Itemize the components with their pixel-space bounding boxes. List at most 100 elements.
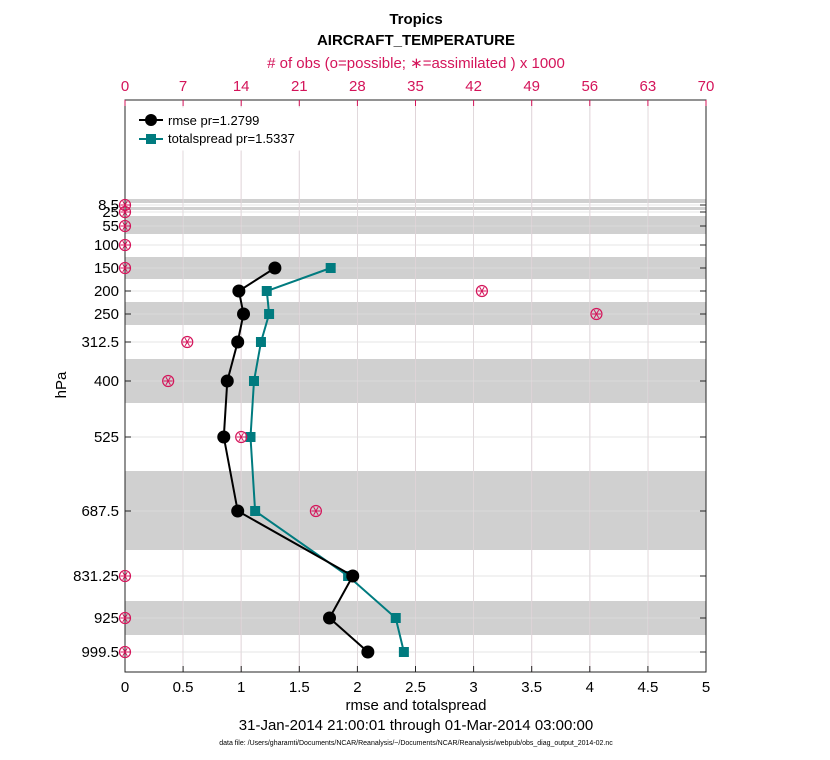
asterisk-stroke — [122, 571, 128, 581]
totalspread-point — [248, 376, 259, 386]
rmse-point — [231, 504, 245, 518]
series-layer — [217, 261, 409, 659]
totalspread-point — [255, 337, 266, 347]
rmse-point — [323, 611, 337, 625]
totalspread-point — [325, 263, 336, 273]
y-tick-label: 8.5 — [98, 197, 119, 214]
rmse-point — [361, 645, 375, 659]
rmse-point — [217, 430, 231, 444]
obs-possible-marker — [118, 219, 132, 233]
top-tick-label: 63 — [640, 78, 657, 95]
legend-box — [133, 107, 313, 151]
x-tick-label: 3 — [469, 679, 477, 696]
asterisk-stroke — [313, 506, 319, 516]
x-tick-label: 1.5 — [289, 679, 310, 696]
obs-possible-marker — [118, 261, 132, 275]
asterisk-stroke — [165, 376, 171, 386]
chart-subtitle: AIRCRAFT_TEMPERATURE — [317, 32, 515, 49]
top-tick-label: 21 — [291, 78, 308, 95]
asterisk-stroke — [122, 240, 128, 250]
legend-rmse-marker — [145, 114, 157, 126]
legend-spread-label: totalspread pr=1.5337 — [168, 131, 295, 146]
rmse-point — [220, 374, 234, 388]
x-tick-label: 2 — [353, 679, 361, 696]
y-tick-label: 999.5 — [81, 644, 119, 661]
x-tick-label: 1 — [237, 679, 245, 696]
legend: rmse pr=1.2799 totalspread pr=1.5337 — [133, 107, 313, 151]
totalspread-point — [390, 613, 401, 623]
y-tick-label: 250 — [94, 306, 119, 323]
legend-spread-marker — [146, 134, 156, 144]
rmse-point — [237, 307, 251, 321]
obs-possible-marker — [235, 430, 248, 444]
y-axis-label: hPa — [53, 371, 70, 398]
totalspread-point — [245, 432, 256, 442]
top-axis-ticks: 0 7 14 21 28 35 42 49 56 63 70 — [121, 78, 715, 106]
obs-possible-marker — [181, 335, 194, 349]
top-tick-label: 14 — [233, 78, 250, 95]
top-tick-label: 49 — [523, 78, 540, 95]
bottom-axis-ticks: 0 0.5 1 1.5 2 2.5 3 3.5 4 4.5 5 — [121, 666, 710, 696]
totalspread-line — [249, 267, 405, 653]
obs-count-markers — [118, 198, 603, 659]
x-tick-label: 0 — [121, 679, 129, 696]
asterisk-stroke — [122, 263, 128, 273]
obs-assimilated-marker — [120, 200, 130, 210]
y-tick-label: 831.25 — [73, 568, 119, 585]
x-tick-label: 4 — [586, 679, 594, 696]
x-tick-label: 2.5 — [405, 679, 426, 696]
obs-assimilated-marker — [120, 571, 130, 581]
obs-assimilated-marker — [120, 207, 130, 217]
y-tick-label: 312.5 — [81, 334, 119, 351]
obs-assimilated-marker — [182, 337, 192, 347]
top-tick-label: 56 — [581, 78, 598, 95]
y-tick-label: 150 — [94, 260, 119, 277]
rmse-point — [231, 335, 245, 349]
totalspread-point — [398, 647, 409, 657]
obs-possible-marker — [118, 205, 132, 219]
date-range-label: 31-Jan-2014 21:00:01 through 01-Mar-2014… — [239, 717, 593, 734]
obs-possible-marker — [475, 284, 488, 298]
asterisk-stroke — [238, 432, 244, 442]
rmse-point — [232, 284, 246, 298]
obs-possible-marker — [118, 198, 132, 212]
legend-rmse-label: rmse pr=1.2799 — [168, 113, 259, 128]
obs-assimilated-marker — [120, 221, 130, 231]
obs-possible-marker — [118, 645, 132, 659]
top-tick-label: 7 — [179, 78, 187, 95]
obs-assimilated-marker — [120, 613, 130, 623]
obs-assimilated-marker — [120, 263, 130, 273]
asterisk-stroke — [122, 613, 128, 623]
obs-assimilated-marker — [120, 240, 130, 250]
asterisk-stroke — [593, 309, 600, 319]
y-tick-label: 100 — [94, 237, 119, 254]
top-tick-label: 28 — [349, 78, 366, 95]
totalspread-point — [264, 309, 275, 319]
asterisk-stroke — [122, 200, 128, 210]
asterisk-stroke — [122, 221, 128, 231]
totalspread-point — [261, 286, 272, 296]
y-tick-label: 925 — [94, 610, 119, 627]
data-file-note: data file: /Users/gharamti/Documents/NCA… — [219, 740, 613, 747]
chart-title: Tropics — [389, 11, 442, 28]
y-tick-label: 400 — [94, 373, 119, 390]
top-tick-label: 70 — [698, 78, 715, 95]
obs-assimilated-marker — [311, 506, 321, 516]
obs-possible-marker — [118, 611, 132, 625]
x-tick-label: 3.5 — [521, 679, 542, 696]
x-tick-label: 0.5 — [173, 679, 194, 696]
top-tick-label: 0 — [121, 78, 129, 95]
obs-assimilated-marker — [236, 432, 246, 442]
obs-possible-marker — [590, 307, 603, 321]
top-tick-label: 42 — [465, 78, 482, 95]
y-tick-label: 687.5 — [81, 503, 119, 520]
y-tick-label: 200 — [94, 283, 119, 300]
asterisk-stroke — [184, 337, 190, 347]
x-tick-label: 4.5 — [637, 679, 658, 696]
obs-assimilated-marker — [591, 309, 601, 319]
obs-possible-marker — [162, 374, 175, 388]
top-axis-label: # of obs (o=possible; ∗=assimilated ) x … — [267, 55, 565, 72]
y-tick-label: 25 — [102, 204, 119, 221]
